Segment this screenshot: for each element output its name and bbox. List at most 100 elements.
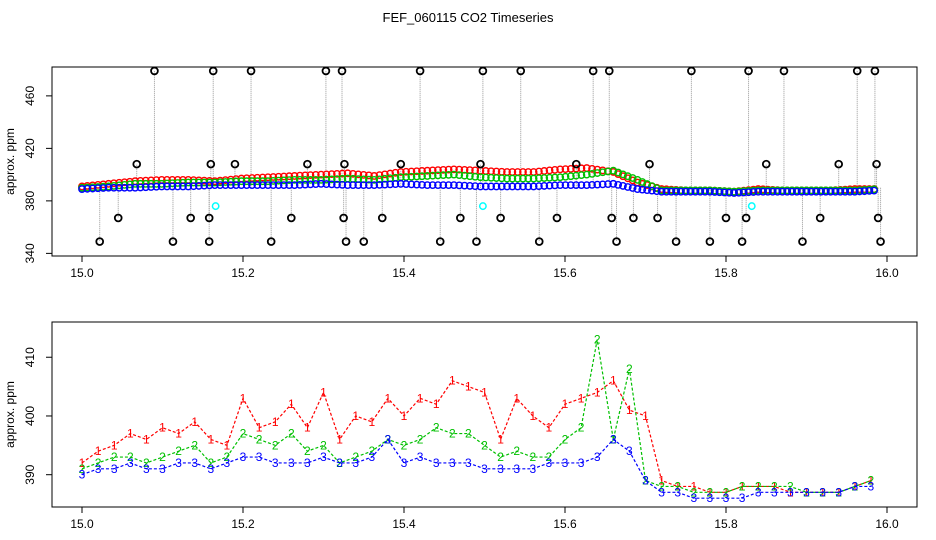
series-1-point xyxy=(264,173,272,182)
series-3-point xyxy=(545,181,554,190)
series-2-label: 2 xyxy=(739,479,746,493)
series-2-point xyxy=(327,175,336,184)
y-tick-label: 340 xyxy=(23,243,37,263)
series-3-point xyxy=(460,181,469,190)
series-1-label: 1 xyxy=(417,391,424,405)
spike-point xyxy=(798,237,807,246)
series-2-label: 2 xyxy=(288,427,295,441)
series-1-point xyxy=(396,168,405,176)
series-3-point xyxy=(141,183,150,192)
series-3-point xyxy=(168,182,177,191)
series-2-label: 2 xyxy=(707,485,714,499)
series-3-point xyxy=(792,187,801,196)
series-3-point xyxy=(418,180,426,189)
series-1-label: 1 xyxy=(320,385,327,399)
spike-point xyxy=(761,159,771,169)
spike-point xyxy=(741,213,751,223)
series-3-point xyxy=(725,188,734,197)
series-2-label: 2 xyxy=(320,438,327,452)
spike-point xyxy=(604,66,614,76)
series-3-label: 3 xyxy=(417,450,424,464)
series-1-label: 1 xyxy=(658,474,665,488)
series-3-label: 3 xyxy=(143,462,150,476)
x-tick-label: 15.6 xyxy=(553,517,577,531)
series-2-label: 2 xyxy=(690,485,697,499)
series-1-label: 1 xyxy=(95,444,102,458)
series-1-point xyxy=(295,171,304,180)
series-2-label: 2 xyxy=(256,432,263,446)
x-tick-label: 15.8 xyxy=(714,266,738,280)
spike-point xyxy=(377,213,387,223)
series-3-point xyxy=(242,181,251,190)
series-3-point xyxy=(471,182,480,191)
series-3-point xyxy=(701,187,709,196)
series-3-point xyxy=(99,184,108,192)
series-3-point xyxy=(83,184,92,193)
series-1-label: 1 xyxy=(304,421,311,435)
series-3-point xyxy=(754,187,763,196)
series-3-label: 3 xyxy=(497,462,504,476)
series-3-point xyxy=(759,187,767,196)
series-2-label: 2 xyxy=(787,479,794,493)
series-3-label: 3 xyxy=(127,456,134,470)
y-tick-label: 420 xyxy=(23,138,37,158)
spike-point xyxy=(186,213,195,223)
series-3-label: 3 xyxy=(240,450,247,464)
spike-point xyxy=(113,213,123,223)
series-3-point xyxy=(248,181,256,190)
series-1-point xyxy=(423,166,432,175)
x-tick-label: 15.4 xyxy=(392,517,416,531)
series-2-point xyxy=(609,166,618,175)
x-tick-label: 15.4 xyxy=(392,266,416,280)
series-2-label: 2 xyxy=(417,432,424,446)
series-3-point xyxy=(455,181,464,190)
series-3-point xyxy=(200,181,209,190)
series-2-point xyxy=(503,174,511,183)
series-2-point xyxy=(614,168,623,177)
series-3-point xyxy=(588,180,596,189)
series-2-point xyxy=(619,170,627,179)
series-2-label: 2 xyxy=(304,444,311,458)
spike-point xyxy=(671,237,681,246)
series-2-label: 2 xyxy=(143,456,150,470)
series-3-label: 3 xyxy=(304,456,311,470)
series-1-label: 1 xyxy=(159,421,166,435)
series-3-point xyxy=(295,180,304,189)
series-3-label: 3 xyxy=(642,474,649,488)
series-3-point xyxy=(157,182,166,191)
spike-point xyxy=(341,237,351,246)
series-1-point xyxy=(556,165,565,174)
series-3-point xyxy=(513,182,522,191)
series-2-label: 2 xyxy=(642,474,649,488)
spike-point xyxy=(204,237,214,246)
series-3-point xyxy=(696,187,705,196)
series-2-point xyxy=(545,173,554,182)
series-3-point xyxy=(763,187,772,196)
plot-frame xyxy=(51,66,918,257)
spike-point xyxy=(286,213,296,223)
series-2-label: 2 xyxy=(111,450,118,464)
series-1-point xyxy=(391,168,400,177)
series-2-point xyxy=(471,172,480,181)
series-3-point xyxy=(232,181,240,190)
series-3-label: 3 xyxy=(787,485,794,499)
series-2-point xyxy=(285,176,294,185)
series-1-point xyxy=(370,172,379,180)
series-1-point xyxy=(285,172,294,181)
series-3-point xyxy=(768,187,777,196)
series-2-point xyxy=(365,175,373,184)
series-3-point xyxy=(327,180,336,189)
series-2-point xyxy=(248,177,256,186)
series-3-label: 3 xyxy=(224,456,231,470)
series-3-label: 3 xyxy=(578,456,585,470)
series-2-label: 2 xyxy=(562,432,569,446)
series-1-label: 1 xyxy=(207,432,214,446)
series-2-point xyxy=(301,175,310,184)
spike-point xyxy=(208,66,218,76)
series-1-point xyxy=(343,169,352,178)
series-2-point xyxy=(412,172,421,181)
series-1-point xyxy=(588,164,596,173)
series-2-point xyxy=(290,175,299,184)
series-3-point xyxy=(672,187,680,196)
series-3-label: 3 xyxy=(433,456,440,470)
